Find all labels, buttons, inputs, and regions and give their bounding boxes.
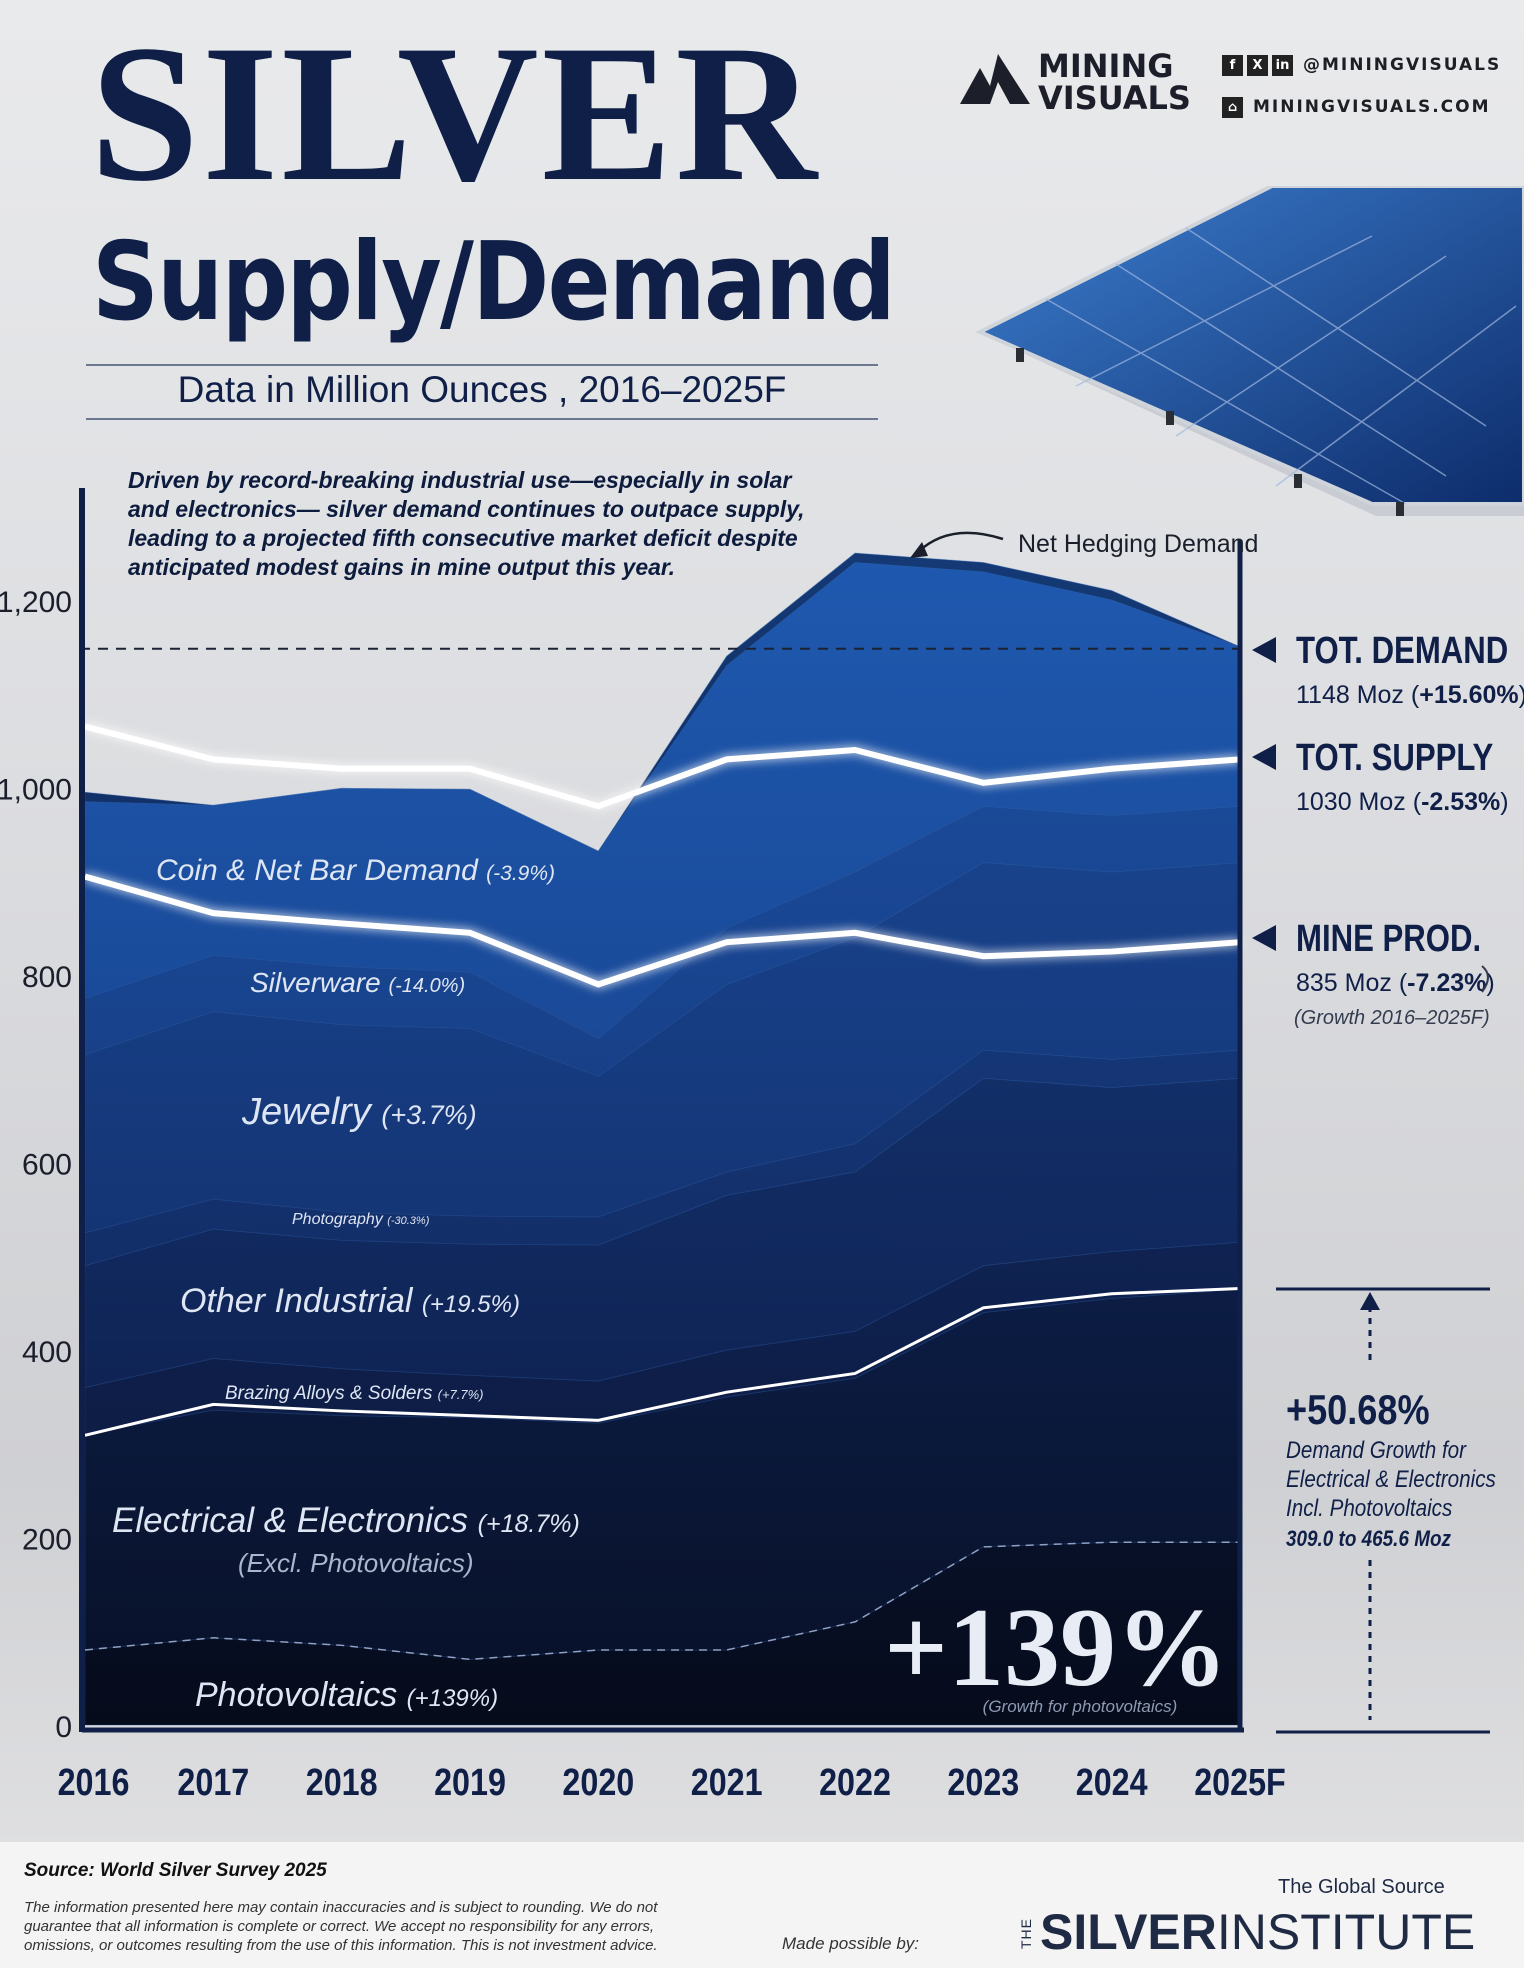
- pv-growth-big: +139%: [884, 1586, 1228, 1710]
- y-tick-label: 800: [22, 961, 72, 994]
- social-links: f X in @MININGVISUALS ⌂ MININGVISUALS.CO…: [1222, 50, 1501, 134]
- mine-prod-value: 835 Moz (-7.23%): [1296, 969, 1495, 997]
- sponsor-institute: INSTITUTE: [1216, 1904, 1476, 1960]
- growth-text-line: Electrical & Electronics: [1286, 1466, 1496, 1493]
- x-tick-label: 2023: [947, 1762, 1019, 1804]
- net-hedging-arrowhead-icon: [910, 542, 928, 558]
- chart-lines: [80, 647, 1241, 1661]
- photovoltaics-boundary-line: [84, 1541, 1240, 1661]
- sponsor-silver: SILVER: [1040, 1904, 1217, 1960]
- silver-institute-logo: SILVERINSTITUTE: [1040, 1904, 1475, 1960]
- line-tot-supply: [84, 723, 1241, 810]
- label-brazing-alloys: Brazing Alloys & Solders (+7.7%): [225, 1383, 484, 1404]
- x-tick-label: 2024: [1076, 1762, 1148, 1804]
- social-handle[interactable]: @MININGVISUALS: [1303, 55, 1502, 75]
- line-electrical-electronics-incl-photovoltaics: [84, 1287, 1241, 1437]
- source-note: Source: World Silver Survey 2025: [24, 1860, 327, 1881]
- made-possible-by: Made possible by:: [782, 1934, 920, 1953]
- main-title: SILVER: [90, 5, 820, 222]
- growth-arrow-head-icon: [1360, 1292, 1380, 1310]
- growth-note-arrow: [1481, 965, 1489, 993]
- linkedin-icon[interactable]: in: [1272, 54, 1293, 76]
- y-tick-label: 600: [22, 1149, 72, 1182]
- x-tick-label: 2021: [691, 1762, 763, 1804]
- label-other-industrial: Other Industrial (+19.5%): [180, 1282, 520, 1320]
- supply-demand-chart: 0 200 400 600 800 1,000 1,200 2016 2017 2018 2019 2…: [0, 488, 1524, 1804]
- x-tick-label: 2017: [177, 1762, 249, 1804]
- brand-name-line1: MINING: [1038, 47, 1174, 85]
- brand-name-line2: VISUALS: [1038, 79, 1191, 117]
- mine-prod-label: MINE PROD.: [1296, 918, 1481, 960]
- net-hedging-arrow: [917, 531, 1004, 553]
- x-icon[interactable]: X: [1247, 54, 1268, 76]
- title-rule-bottom: [86, 418, 878, 420]
- growth-percent: +50.68%: [1286, 1388, 1430, 1434]
- chart-description: Driven by record-breaking industrial use…: [128, 467, 805, 580]
- chart-labels: Coin & Net Bar Demand (-3.9%) Silverware …: [112, 530, 1524, 1734]
- disclaimer: The information presented here may conta…: [24, 1899, 658, 1954]
- label-jewelry: Jewelry (+3.7%): [241, 1091, 477, 1133]
- tot-supply-label: TOT. SUPPLY: [1296, 737, 1493, 779]
- solar-panel-illustration: [976, 186, 1524, 516]
- x-tick-label: 2018: [306, 1762, 378, 1804]
- footer: Source: World Silver Survey 2025 The inf…: [0, 1842, 1524, 1968]
- mine-prod-pointer-icon: [1252, 925, 1276, 951]
- growth-text-line: Incl. Photovoltaics: [1286, 1495, 1452, 1522]
- tot-supply-value: 1030 Moz (-2.53%): [1296, 788, 1509, 816]
- sponsor-tagline: The Global Source: [1278, 1876, 1445, 1898]
- x-tick-label: 2020: [562, 1762, 634, 1804]
- y-tick-label: 200: [22, 1524, 72, 1557]
- main-subtitle: Supply/Demand: [92, 220, 896, 345]
- mountain-logo-icon: [960, 54, 1030, 104]
- mining-visuals-logo: MINING VISUALS: [958, 50, 1191, 114]
- growth-text-line: Demand Growth for: [1286, 1437, 1467, 1464]
- label-coin-net-bar: Coin & Net Bar Demand (-3.9%): [156, 854, 555, 887]
- x-tick-label: 2025F: [1194, 1762, 1286, 1804]
- title-rule-top: [86, 364, 878, 366]
- label-electrical-note: (Excl. Photovoltaics): [238, 1548, 474, 1578]
- label-electrical-electronics: Electrical & Electronics (+18.7%): [112, 1501, 580, 1540]
- growth-note: (Growth 2016–2025F): [1294, 1007, 1490, 1029]
- x-tick-label: 2019: [434, 1762, 506, 1804]
- tot-supply-pointer-icon: [1252, 744, 1276, 770]
- chart-layers: [84, 552, 1241, 1726]
- y-tick-label: 1,200: [0, 586, 72, 619]
- growth-range: 309.0 to 465.6 Moz: [1286, 1527, 1452, 1552]
- tot-demand-value: 1148 Moz (+15.60%): [1296, 681, 1524, 709]
- line-mine-prod: [84, 873, 1241, 988]
- y-tick-label: 400: [22, 1336, 72, 1369]
- x-tick-label: 2016: [58, 1762, 130, 1804]
- label-photography: Photography (-30.3%): [292, 1211, 430, 1228]
- y-tick-label: 1,000: [0, 774, 72, 807]
- units-subtitle: Data in Million Ounces , 2016–2025F: [177, 369, 787, 410]
- net-hedging-label: Net Hedging Demand: [1018, 530, 1258, 558]
- chart-axes: 0 200 400 600 800 1,000 1,200 2016 2017 2018 2019 2…: [0, 488, 1286, 1804]
- tot-demand-pointer-icon: [1252, 637, 1276, 663]
- facebook-icon[interactable]: f: [1222, 54, 1243, 76]
- x-tick-label: 2022: [819, 1762, 891, 1804]
- label-photovoltaics: Photovoltaics (+139%): [195, 1676, 498, 1714]
- demand-depth-overlay: [85, 553, 1240, 1725]
- tot-demand-label: TOT. DEMAND: [1296, 630, 1508, 672]
- y-tick-label: 0: [55, 1711, 72, 1744]
- website-link[interactable]: MININGVISUALS.COM: [1253, 97, 1491, 117]
- label-silverware: Silverware (-14.0%): [250, 967, 465, 998]
- pv-growth-note: (Growth for photovoltaics): [983, 1697, 1178, 1716]
- home-icon[interactable]: ⌂: [1222, 96, 1243, 118]
